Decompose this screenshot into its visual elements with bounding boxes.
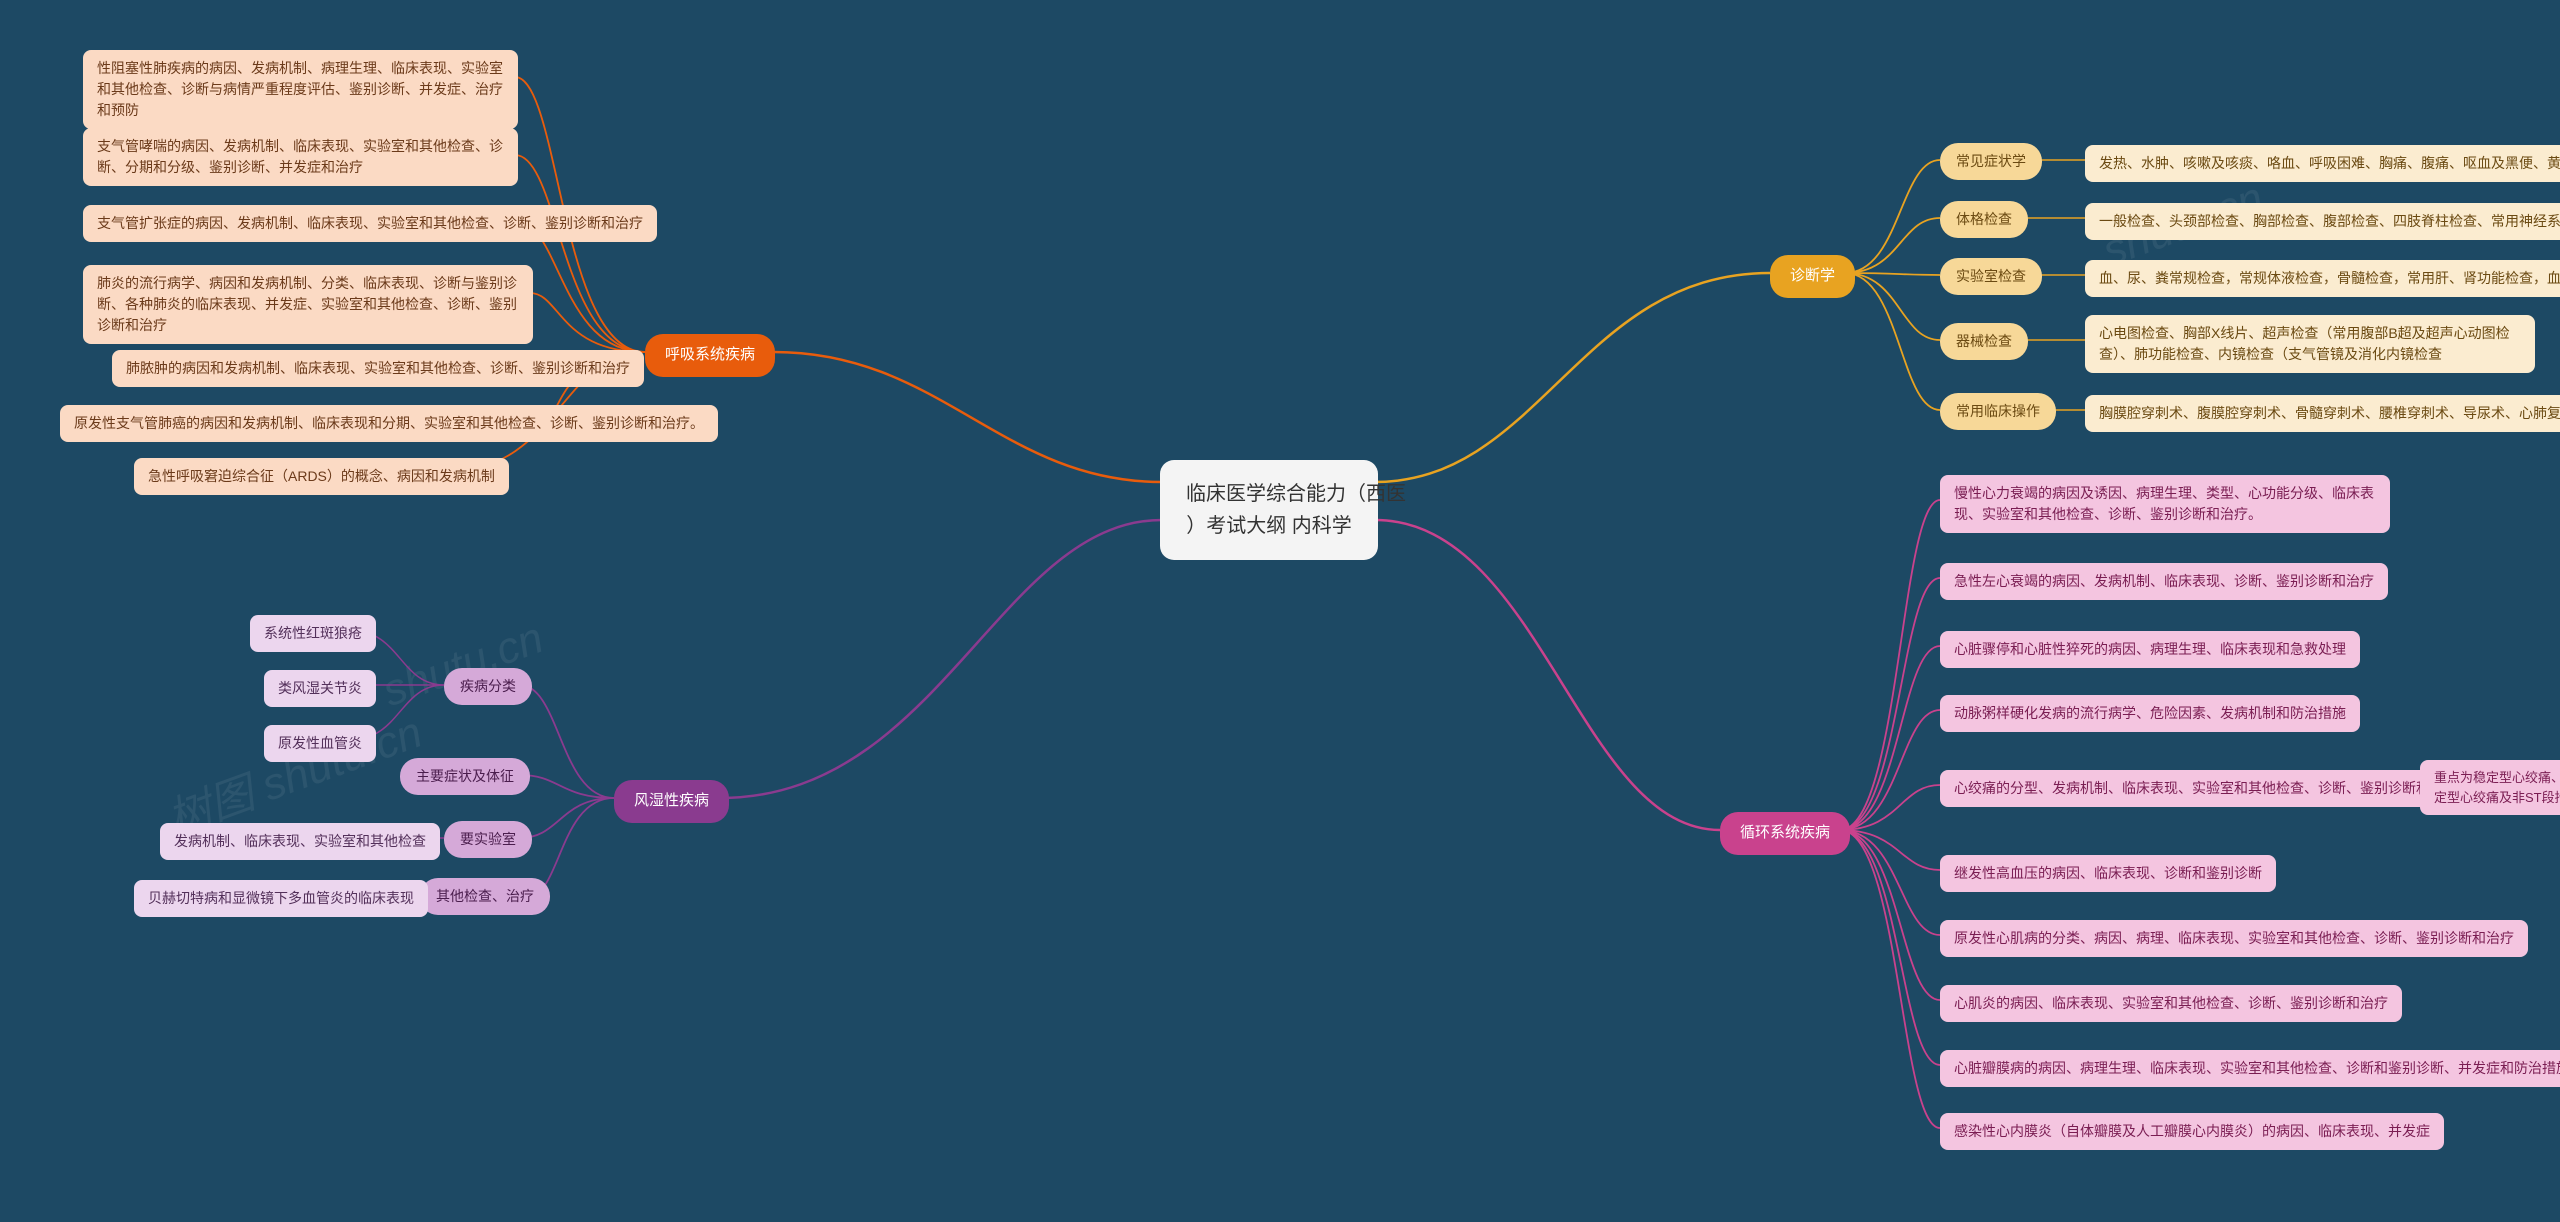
diag-detail: 发热、水肿、咳嗽及咳痰、咯血、呼吸困难、胸痛、腹痛、呕血及黑便、黄疸、血尿、意识…	[2085, 145, 2560, 182]
diag-child: 器械检查	[1940, 323, 2028, 360]
diag-child: 常用临床操作	[1940, 393, 2056, 430]
root-line2: ）考试大纲 内科学	[1186, 515, 1352, 537]
branch-diagnosis: 诊断学	[1770, 255, 1855, 298]
diag-detail: 一般检查、头颈部检查、胸部检查、腹部检查、四肢脊柱检查、常用神经系统检查	[2085, 203, 2560, 240]
circ-leaf: 心脏骤停和心脏性猝死的病因、病理生理、临床表现和急救处理	[1940, 631, 2360, 668]
branch-rheumatic: 风湿性疾病	[614, 780, 729, 823]
circ-leaf: 急性左心衰竭的病因、发病机制、临床表现、诊断、鉴别诊断和治疗	[1940, 563, 2388, 600]
diag-detail: 胸膜腔穿刺术、腹膜腔穿刺术、骨髓穿刺术、腰椎穿刺术、导尿术、心肺复苏	[2085, 395, 2560, 432]
rheu-leaf: 发病机制、临床表现、实验室和其他检查	[160, 823, 440, 860]
diag-child: 体格检查	[1940, 201, 2028, 238]
rheu-leaf: 原发性血管炎	[264, 725, 376, 762]
circ-leaf: 心绞痛的分型、发病机制、临床表现、实验室和其他检查、诊断、鉴别诊断和防治	[1940, 770, 2472, 807]
branch-respiratory: 呼吸系统疾病	[645, 334, 775, 377]
root-node: 临床医学综合能力（西医 ）考试大纲 内科学	[1160, 460, 1378, 560]
circ-leaf: 原发性心肌病的分类、病因、病理、临床表现、实验室和其他检查、诊断、鉴别诊断和治疗	[1940, 920, 2528, 957]
resp-leaf: 性阻塞性肺疾病的病因、发病机制、病理生理、临床表现、实验室和其他检查、诊断与病情…	[83, 50, 518, 129]
circ-leaf: 动脉粥样硬化发病的流行病学、危险因素、发病机制和防治措施	[1940, 695, 2360, 732]
resp-leaf: 支气管扩张症的病因、发病机制、临床表现、实验室和其他检查、诊断、鉴别诊断和治疗	[83, 205, 657, 242]
rheu-child: 其他检查、治疗	[420, 878, 550, 915]
root-line1: 临床医学综合能力（西医	[1186, 483, 1406, 505]
rheu-leaf: 类风湿关节炎	[264, 670, 376, 707]
diag-child: 实验室检查	[1940, 258, 2042, 295]
circ-leaf: 慢性心力衰竭的病因及诱因、病理生理、类型、心功能分级、临床表现、实验室和其他检查…	[1940, 475, 2390, 533]
rheu-child: 主要症状及体征	[400, 758, 530, 795]
diag-detail: 心电图检查、胸部X线片、超声检查（常用腹部B超及超声心动图检查）、肺功能检查、内…	[2085, 315, 2535, 373]
rheu-child: 疾病分类	[444, 668, 532, 705]
rheu-leaf: 贝赫切特病和显微镜下多血管炎的临床表现	[134, 880, 428, 917]
resp-leaf: 急性呼吸窘迫综合征（ARDS）的概念、病因和发病机制	[134, 458, 509, 495]
resp-leaf: 原发性支气管肺癌的病因和发病机制、临床表现和分期、实验室和其他检查、诊断、鉴别诊…	[60, 405, 718, 442]
diag-detail: 血、尿、粪常规检查，常规体液检查，骨髓检查，常用肝、肾功能检查，血气分析。	[2085, 260, 2560, 297]
rheu-child: 要实验室	[444, 821, 532, 858]
circ-leaf: 继发性高血压的病因、临床表现、诊断和鉴别诊断	[1940, 855, 2276, 892]
circ-leaf: 心肌炎的病因、临床表现、实验室和其他检查、诊断、鉴别诊断和治疗	[1940, 985, 2402, 1022]
rheu-leaf: 系统性红斑狼疮	[250, 615, 376, 652]
resp-leaf: 肺脓肿的病因和发病机制、临床表现、实验室和其他检查、诊断、鉴别诊断和治疗	[112, 350, 644, 387]
circ-leaf: 心脏瓣膜病的病因、病理生理、临床表现、实验室和其他检查、诊断和鉴别诊断、并发症和…	[1940, 1050, 2560, 1087]
branch-circulatory: 循环系统疾病	[1720, 812, 1850, 855]
circ-extra: 重点为稳定型心绞痛、急性冠脉综合征（不稳定型心绞痛及非ST段抬高型心肌梗死）	[2420, 760, 2560, 815]
diag-child: 常见症状学	[1940, 143, 2042, 180]
resp-leaf: 支气管哮喘的病因、发病机制、临床表现、实验室和其他检查、诊断、分期和分级、鉴别诊…	[83, 128, 518, 186]
circ-leaf: 感染性心内膜炎（自体瓣膜及人工瓣膜心内膜炎）的病因、临床表现、并发症	[1940, 1113, 2444, 1150]
resp-leaf: 肺炎的流行病学、病因和发病机制、分类、临床表现、诊断与鉴别诊断、各种肺炎的临床表…	[83, 265, 533, 344]
